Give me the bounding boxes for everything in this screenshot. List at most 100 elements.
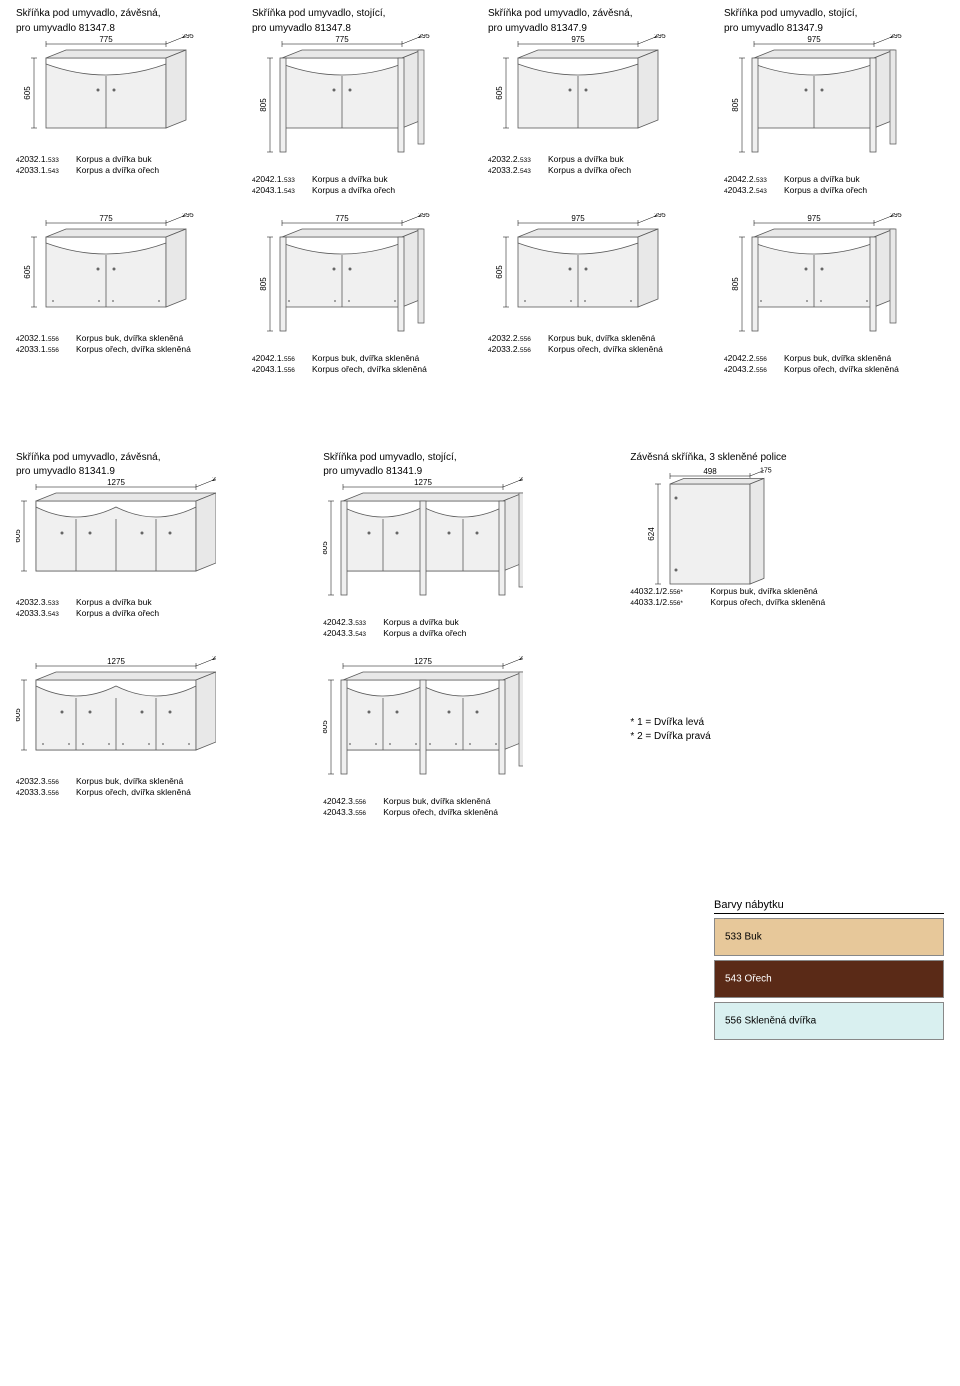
- product-code: 42042.3.533: [323, 617, 377, 627]
- color-swatch: 543 Ořech: [714, 960, 944, 998]
- footnote-line: * 2 = Dvířka pravá: [630, 730, 944, 744]
- diagram-container: 1275295605: [16, 656, 307, 776]
- svg-text:295: 295: [182, 34, 194, 40]
- svg-text:1275: 1275: [414, 657, 432, 666]
- product-code: 42043.1.543: [252, 185, 306, 195]
- product-subtitle: pro umyvadlo 81347.8: [16, 23, 236, 34]
- product-title: Závěsná skříňka, 3 skleněné police: [630, 452, 944, 465]
- product-title: Skříňka pod umyvadlo, závěsná,: [16, 8, 236, 21]
- product-description: Korpus buk, dvířka skleněná: [383, 796, 614, 806]
- svg-text:295: 295: [654, 34, 666, 40]
- diagram-container: 975295805: [724, 213, 944, 353]
- svg-text:805: 805: [731, 97, 740, 111]
- product-codes: 44032.1/2.556* Korpus buk, dvířka skleněn…: [630, 586, 944, 607]
- product-description: Korpus a dvířka buk: [76, 154, 236, 164]
- swatch-list: 533 Buk543 Ořech556 Skleněná dvířka: [16, 918, 944, 1040]
- svg-text:295: 295: [519, 656, 523, 662]
- product-description: Korpus a dvířka ořech: [548, 165, 708, 175]
- diagram-container: 775295605: [16, 213, 236, 333]
- product-codes: 42042.3.556 Korpus buk, dvířka skleněná 42…: [323, 796, 614, 817]
- svg-text:805: 805: [259, 276, 268, 290]
- product-description: Korpus ořech, dvířka skleněná: [784, 364, 944, 374]
- product-item: Závěsná skříňka, 3 skleněné police 498 17…: [630, 452, 944, 639]
- product-item: Skříňka pod umyvadlo, stojící, pro umyva…: [323, 452, 614, 639]
- svg-text:605: 605: [23, 85, 32, 99]
- product-description: Korpus a dvířka ořech: [312, 185, 472, 195]
- diagram-container: 1275295805: [323, 656, 614, 796]
- product-description: Korpus a dvířka buk: [76, 597, 307, 607]
- product-item: Skříňka pod umyvadlo, stojící, pro umyva…: [252, 8, 472, 195]
- product-description: Korpus buk, dvířka skleněná: [76, 776, 307, 786]
- svg-text:605: 605: [16, 529, 22, 543]
- product-description: Korpus ořech, dvířka skleněná: [710, 597, 944, 607]
- product-subtitle: pro umyvadlo 81347.9: [488, 23, 708, 34]
- product-item: 1275295805 42042.3.556Korpus buk, dvířka…: [323, 656, 614, 817]
- product-item: 975295605 42032.2.556Korpus buk, dvířka …: [488, 213, 708, 374]
- product-code: 42043.3.556: [323, 807, 377, 817]
- svg-text:1275: 1275: [414, 478, 432, 487]
- product-title: Skříňka pod umyvadlo, stojící,: [323, 452, 614, 465]
- product-codes: 42032.1.533 Korpus a dvířka buk 42033.1.54…: [16, 154, 236, 175]
- product-item: 1275295605 42032.3.556Korpus buk, dvířka…: [16, 656, 307, 817]
- product-title: Skříňka pod umyvadlo, závěsná,: [16, 452, 307, 465]
- product-code: 42042.1.556: [252, 353, 306, 363]
- svg-text:605: 605: [16, 708, 22, 722]
- product-code: 42033.3.543: [16, 608, 70, 618]
- product-item: Skříňka pod umyvadlo, závěsná, pro umyva…: [16, 8, 236, 195]
- product-subtitle: pro umyvadlo 81347.9: [724, 23, 944, 34]
- product-row-1: Skříňka pod umyvadlo, závěsná, pro umyva…: [16, 8, 944, 195]
- product-description: Korpus buk, dvířka skleněná: [710, 586, 944, 596]
- product-description: Korpus ořech, dvířka skleněná: [76, 787, 307, 797]
- svg-text:775: 775: [335, 214, 349, 223]
- product-code: 42042.3.556: [323, 796, 377, 806]
- product-subtitle: pro umyvadlo 81341.9: [16, 466, 307, 477]
- product-code: 42032.1.556: [16, 333, 70, 343]
- product-code: 42033.1.543: [16, 165, 70, 175]
- product-item: Skříňka pod umyvadlo, závěsná, pro umyva…: [488, 8, 708, 195]
- product-description: Korpus ořech, dvířka skleněná: [383, 807, 614, 817]
- product-item: 775295605 42032.1.556 Korpus buk, dvířka …: [16, 213, 236, 374]
- product-subtitle: pro umyvadlo 81347.8: [252, 23, 472, 34]
- footnotes: * 1 = Dvířka levá * 2 = Dvířka pravá: [630, 656, 944, 817]
- diagram-container: 975295605: [488, 213, 708, 333]
- product-description: Korpus buk, dvířka skleněná: [548, 333, 708, 343]
- svg-text:498: 498: [704, 467, 718, 476]
- svg-text:1275: 1275: [107, 657, 125, 666]
- diagram-container: 498175624: [630, 466, 944, 586]
- product-code: 42032.1.533: [16, 154, 70, 164]
- svg-text:775: 775: [335, 35, 349, 44]
- product-description: Korpus ořech, dvířka skleněná: [548, 344, 708, 354]
- product-row-2: 775295605 42032.1.556 Korpus buk, dvířka …: [16, 213, 944, 374]
- product-description: Korpus a dvířka ořech: [76, 608, 307, 618]
- product-item: 775295805 42042.1.556Korpus buk, dvířka …: [252, 213, 472, 374]
- svg-text:975: 975: [807, 35, 821, 44]
- diagram-container: 1275295805: [323, 477, 614, 617]
- product-description: Korpus buk, dvířka skleněná: [784, 353, 944, 363]
- product-code: 42033.3.556: [16, 787, 70, 797]
- svg-text:775: 775: [99, 35, 113, 44]
- product-codes: 42032.1.556 Korpus buk, dvířka skleněná 42…: [16, 333, 236, 354]
- footnote-line: * 1 = Dvířka levá: [630, 716, 944, 730]
- svg-text:175: 175: [760, 467, 772, 474]
- svg-text:805: 805: [259, 97, 268, 111]
- product-description: Korpus a dvířka buk: [312, 174, 472, 184]
- product-item: Skříňka pod umyvadlo, závěsná, pro umyva…: [16, 452, 307, 639]
- product-code: 44033.1/2.556*: [630, 597, 704, 607]
- diagram-container: 975 295 805: [724, 34, 944, 174]
- product-code: 44032.1/2.556*: [630, 586, 704, 596]
- swatch-label: 543 Ořech: [725, 974, 772, 985]
- svg-text:295: 295: [890, 34, 902, 40]
- product-description: Korpus buk, dvířka skleněná: [76, 333, 236, 343]
- product-description: Korpus ořech, dvířka skleněná: [76, 344, 236, 354]
- svg-text:295: 295: [519, 477, 523, 483]
- svg-text:295: 295: [212, 477, 216, 483]
- diagram-container: 775295805: [252, 34, 472, 174]
- product-code: 42033.1.556: [16, 344, 70, 354]
- product-code: 42043.2.543: [724, 185, 778, 195]
- product-codes: 42032.2.556Korpus buk, dvířka skleněná42…: [488, 333, 708, 354]
- product-code: 42033.2.556: [488, 344, 542, 354]
- diagram-container: 975295605: [488, 34, 708, 154]
- diagram-container: 775295805: [252, 213, 472, 353]
- product-codes: 42032.3.556Korpus buk, dvířka skleněná42…: [16, 776, 307, 797]
- product-row-3: Skříňka pod umyvadlo, závěsná, pro umyva…: [16, 452, 944, 639]
